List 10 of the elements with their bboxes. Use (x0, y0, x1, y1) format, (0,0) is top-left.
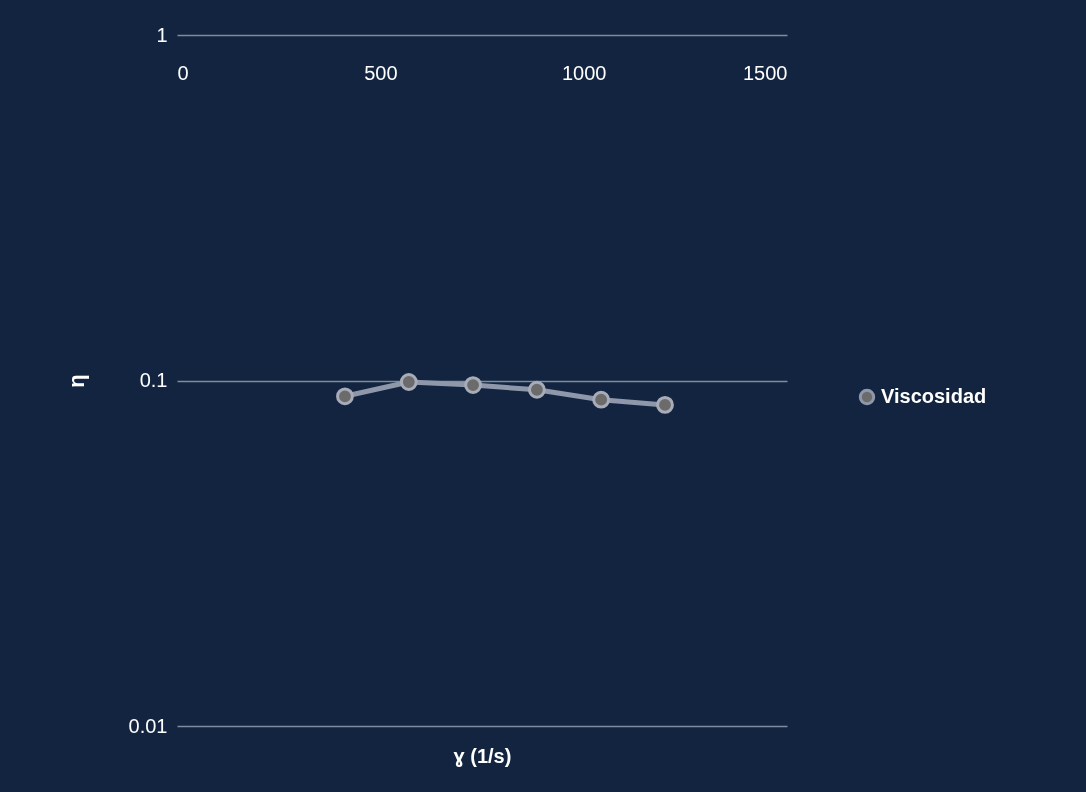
x-axis-title: ɣ (1/s) (453, 744, 512, 767)
y-tick-label: 0.01 (128, 714, 168, 737)
x-tick-label: 1000 (561, 61, 607, 84)
x-tick-label: 1500 (743, 61, 788, 84)
y-tick-label: 1 (156, 23, 168, 46)
x-tick-label: 500 (364, 61, 398, 84)
y-axis-title: η (63, 374, 89, 388)
legend-label: Viscosidad (881, 385, 987, 407)
y-tick-label: 0.1 (139, 369, 168, 391)
x-tick-label: 0 (177, 61, 189, 84)
